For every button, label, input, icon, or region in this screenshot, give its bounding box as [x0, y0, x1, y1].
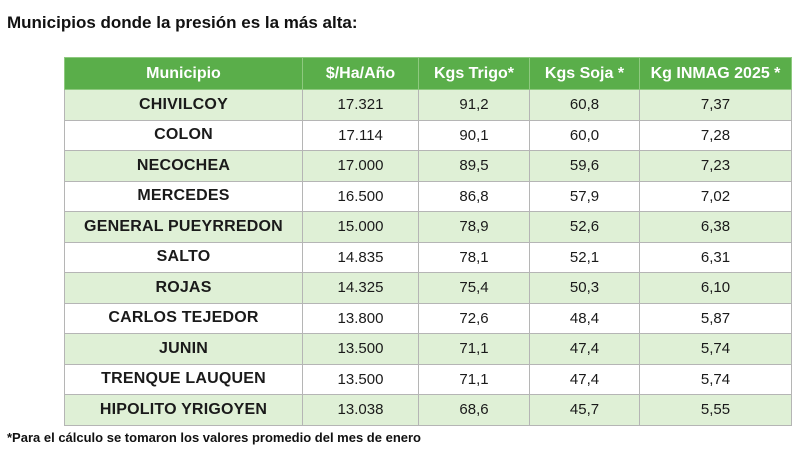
table-row: SALTO 14.835 78,1 52,1 6,31: [64, 241, 792, 273]
cell-soja: 48,4: [529, 302, 640, 334]
cell-trigo: 71,1: [418, 363, 530, 395]
table-row: COLON 17.114 90,1 60,0 7,28: [64, 119, 792, 151]
cell-inmag: 6,31: [639, 241, 792, 273]
header-kg-inmag: Kg INMAG 2025 *: [639, 57, 792, 90]
cell-trigo: 90,1: [418, 119, 530, 151]
table-row: GENERAL PUEYRREDON 15.000 78,9 52,6 6,38: [64, 211, 792, 243]
cell-municipio: MERCEDES: [64, 180, 303, 212]
cell-soja: 57,9: [529, 180, 640, 212]
page-title: Municipios donde la presión es la más al…: [7, 13, 358, 32]
header-kgs-trigo: Kgs Trigo*: [418, 57, 530, 90]
cell-inmag: 7,37: [639, 89, 792, 121]
cell-soja: 45,7: [529, 394, 640, 426]
cell-soja: 47,4: [529, 363, 640, 395]
cell-trigo: 78,9: [418, 211, 530, 243]
cell-precio: 17.000: [302, 150, 419, 182]
table-row: MERCEDES 16.500 86,8 57,9 7,02: [64, 180, 792, 212]
cell-inmag: 7,23: [639, 150, 792, 182]
cell-municipio: COLON: [64, 119, 303, 151]
cell-precio: 15.000: [302, 211, 419, 243]
header-kgs-soja: Kgs Soja *: [529, 57, 640, 90]
table-row: NECOCHEA 17.000 89,5 59,6 7,23: [64, 150, 792, 182]
cell-precio: 13.038: [302, 394, 419, 426]
table-header: Municipio $/Ha/Año Kgs Trigo* Kgs Soja *…: [64, 57, 792, 90]
cell-soja: 60,0: [529, 119, 640, 151]
table-row: CHIVILCOY 17.321 91,2 60,8 7,37: [64, 89, 792, 121]
cell-precio: 13.500: [302, 363, 419, 395]
cell-inmag: 6,38: [639, 211, 792, 243]
cell-inmag: 5,87: [639, 302, 792, 334]
cell-inmag: 7,28: [639, 119, 792, 151]
cell-precio: 16.500: [302, 180, 419, 212]
cell-municipio: TRENQUE LAUQUEN: [64, 363, 303, 395]
cell-soja: 59,6: [529, 150, 640, 182]
cell-trigo: 71,1: [418, 333, 530, 365]
cell-trigo: 89,5: [418, 150, 530, 182]
cell-precio: 14.835: [302, 241, 419, 273]
cell-municipio: ROJAS: [64, 272, 303, 304]
cell-inmag: 7,02: [639, 180, 792, 212]
cell-municipio: GENERAL PUEYRREDON: [64, 211, 303, 243]
cell-soja: 52,6: [529, 211, 640, 243]
cell-trigo: 91,2: [418, 89, 530, 121]
cell-precio: 17.114: [302, 119, 419, 151]
cell-trigo: 68,6: [418, 394, 530, 426]
cell-trigo: 72,6: [418, 302, 530, 334]
cell-precio: 17.321: [302, 89, 419, 121]
cell-precio: 13.500: [302, 333, 419, 365]
header-municipio: Municipio: [64, 57, 303, 90]
cell-precio: 14.325: [302, 272, 419, 304]
cell-municipio: JUNIN: [64, 333, 303, 365]
table-row: HIPOLITO YRIGOYEN 13.038 68,6 45,7 5,55: [64, 394, 792, 426]
footnote: *Para el cálculo se tomaron los valores …: [7, 430, 421, 445]
cell-inmag: 5,74: [639, 363, 792, 395]
cell-municipio: SALTO: [64, 241, 303, 273]
cell-inmag: 5,55: [639, 394, 792, 426]
table-row: JUNIN 13.500 71,1 47,4 5,74: [64, 333, 792, 365]
municipios-table: Municipio $/Ha/Año Kgs Trigo* Kgs Soja *…: [64, 57, 792, 426]
cell-soja: 47,4: [529, 333, 640, 365]
cell-precio: 13.800: [302, 302, 419, 334]
table-row: TRENQUE LAUQUEN 13.500 71,1 47,4 5,74: [64, 363, 792, 395]
municipios-table-container: Municipio $/Ha/Año Kgs Trigo* Kgs Soja *…: [64, 57, 792, 426]
cell-trigo: 86,8: [418, 180, 530, 212]
table-row: ROJAS 14.325 75,4 50,3 6,10: [64, 272, 792, 304]
table-row: CARLOS TEJEDOR 13.800 72,6 48,4 5,87: [64, 302, 792, 334]
cell-trigo: 78,1: [418, 241, 530, 273]
cell-inmag: 6,10: [639, 272, 792, 304]
cell-municipio: NECOCHEA: [64, 150, 303, 182]
cell-municipio: HIPOLITO YRIGOYEN: [64, 394, 303, 426]
cell-trigo: 75,4: [418, 272, 530, 304]
cell-inmag: 5,74: [639, 333, 792, 365]
header-row: Municipio $/Ha/Año Kgs Trigo* Kgs Soja *…: [64, 57, 792, 90]
cell-soja: 52,1: [529, 241, 640, 273]
header-precio-ha-ano: $/Ha/Año: [302, 57, 419, 90]
cell-municipio: CHIVILCOY: [64, 89, 303, 121]
cell-municipio: CARLOS TEJEDOR: [64, 302, 303, 334]
table-body: CHIVILCOY 17.321 91,2 60,8 7,37 COLON 17…: [64, 89, 792, 426]
cell-soja: 60,8: [529, 89, 640, 121]
cell-soja: 50,3: [529, 272, 640, 304]
